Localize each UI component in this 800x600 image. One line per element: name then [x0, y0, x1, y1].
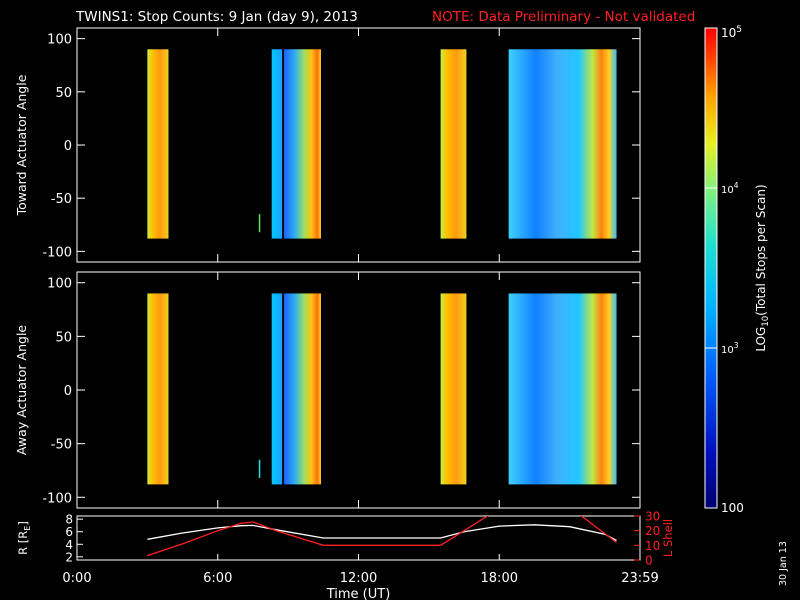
colorbar-label: LOG10(Total Stops per Scan) [754, 184, 771, 351]
data-block [282, 293, 284, 485]
x-tick-label: 23:59 [621, 571, 658, 586]
colorbar-tick-label: 105 [721, 25, 742, 40]
radius-axis-label: R [RE] [16, 521, 32, 555]
y-axis-label: Toward Actuator Angle [14, 74, 29, 216]
x-tick-label: 6:00 [203, 571, 232, 586]
data-block [440, 293, 467, 485]
colorbar-tick-label: 104 [721, 181, 739, 196]
y-tick-label: 50 [55, 330, 72, 345]
data-block [283, 293, 321, 485]
colorbar: 105 104 103 100 LOG10(Total Stops per Scan) [704, 25, 771, 515]
y-tick-label: 0 [64, 139, 72, 154]
x-tick-label: 12:00 [340, 571, 377, 586]
colorbar-tick-label: 100 [721, 501, 744, 515]
y-axis-label: Away Actuator Angle [14, 325, 29, 456]
chart-title: TWINS1: Stop Counts: 9 Jan (day 9), 2013 [75, 9, 358, 25]
y-tick-label: 50 [55, 86, 72, 101]
data-block [283, 49, 321, 239]
data-block [508, 49, 617, 239]
y-tick-label-left: 6 [65, 525, 73, 539]
away-actuator-panel: 100 50 0 -50 -100 Away Actuator Angle [14, 271, 641, 509]
data-block [258, 214, 261, 233]
y-tick-label-right: 0 [645, 554, 653, 568]
x-tick-label: 0:00 [62, 571, 91, 586]
preliminary-note: NOTE: Data Preliminary - Not validated [432, 9, 695, 25]
data-block [508, 293, 617, 485]
l-shell-line [147, 516, 617, 557]
data-block [271, 293, 283, 485]
y-tick-label-left: 8 [65, 513, 73, 527]
data-block [258, 459, 261, 478]
l-shell-axis-label: L Shell [661, 519, 675, 557]
radius-line [147, 524, 617, 542]
y-tick-label-left: 2 [65, 550, 73, 564]
footer-date: 30 Jan 13 [778, 541, 789, 586]
data-block [271, 49, 283, 239]
y-tick-label: -50 [51, 438, 72, 453]
colorbar-scale [704, 27, 718, 509]
y-tick-label: 0 [64, 384, 72, 399]
y-tick-label: -100 [42, 245, 72, 260]
y-tick-label: 100 [47, 33, 72, 48]
time-axis: 0:00 6:00 12:00 18:00 23:59 Time (UT) [62, 571, 658, 600]
y-tick-label: 100 [47, 277, 72, 292]
y-tick-label-right: 20 [645, 524, 660, 538]
x-tick-label: 18:00 [481, 571, 518, 586]
x-axis-label: Time (UT) [326, 587, 391, 600]
toward-actuator-panel: 100 50 0 -50 -100 Toward Actuator Angle [14, 27, 641, 263]
data-block [147, 49, 169, 239]
colorbar-tick-label: 103 [721, 341, 739, 356]
y-tick-label-right: 10 [645, 539, 660, 553]
y-tick-label: -50 [51, 192, 72, 207]
y-tick-label-left: 4 [65, 538, 73, 552]
data-block [440, 49, 467, 239]
y-tick-label: -100 [42, 491, 72, 506]
data-block [147, 293, 169, 485]
data-block [282, 49, 284, 239]
y-tick-label-right: 30 [645, 510, 660, 524]
